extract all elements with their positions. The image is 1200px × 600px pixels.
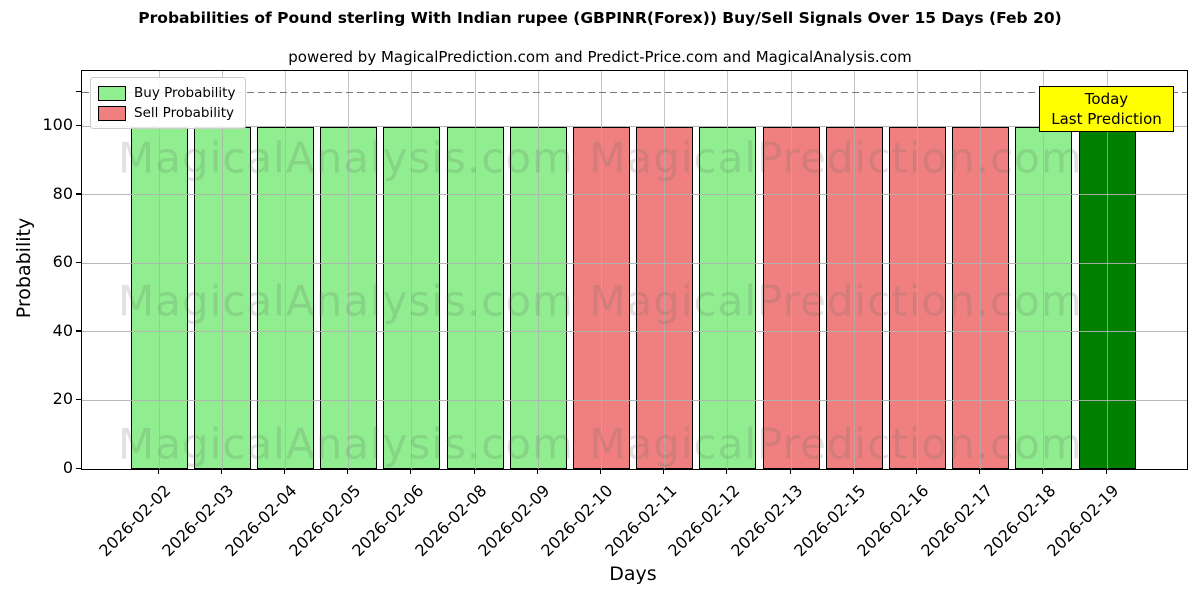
legend-swatch-icon <box>98 105 126 121</box>
y-tick-label: 80 <box>52 183 73 203</box>
y-tick-mark <box>76 124 81 127</box>
dashed-reference-line <box>82 91 1187 94</box>
x-axis-label: Days <box>609 563 657 585</box>
x-tick-mark <box>536 469 538 474</box>
bar-buy-2026-02-03 <box>193 126 251 469</box>
bar-sell-2026-02-11 <box>636 126 694 469</box>
bar-buy-2026-02-05 <box>320 126 378 469</box>
today-annotation: Today Last Prediction <box>1039 86 1174 132</box>
x-tick-mark <box>852 469 854 474</box>
x-tick-mark <box>1105 469 1107 474</box>
bar-sell-2026-02-10 <box>572 126 630 469</box>
x-tick-mark <box>410 469 412 474</box>
y-tick-mark <box>76 261 81 264</box>
x-tick-mark <box>979 469 981 474</box>
plot-area: MagicalAnalysis.com MagicalPrediction.com… <box>81 70 1188 470</box>
x-tick-mark <box>1042 469 1044 474</box>
y-tick-mark <box>76 90 81 92</box>
today-annotation-line: Today <box>1084 90 1129 108</box>
y-tick-label: 0 <box>62 458 73 477</box>
y-axis-label: Probability <box>13 217 35 319</box>
bar-buy-2026-02-09 <box>509 126 567 469</box>
bar-sell-2026-02-16 <box>888 126 946 469</box>
bar-buy-2026-02-02 <box>130 126 188 469</box>
y-tick-label: 40 <box>52 320 73 340</box>
y-tick-mark <box>76 467 81 469</box>
y-tick-label: 100 <box>42 115 73 135</box>
legend: Buy Probability Sell Probability <box>90 77 247 129</box>
x-tick-mark <box>726 469 728 474</box>
bar-buy-2026-02-12 <box>699 126 757 469</box>
chart-subtitle: powered by MagicalPrediction.com and Pre… <box>288 48 912 66</box>
x-tick-mark <box>157 469 159 474</box>
bar-buy-2026-02-06 <box>383 126 441 469</box>
legend-label: Buy Probability <box>134 85 236 101</box>
bar-sell-2026-02-13 <box>762 126 820 469</box>
x-tick-mark <box>789 469 791 474</box>
legend-entry: Sell Probability <box>98 103 235 123</box>
x-tick-mark <box>663 469 665 474</box>
legend-entry: Buy Probability <box>98 83 235 103</box>
legend-label: Sell Probability <box>134 105 235 121</box>
bar-today-2026-02-19 <box>1078 126 1136 469</box>
today-annotation-line: Last Prediction <box>1051 110 1162 128</box>
x-tick-mark <box>347 469 349 474</box>
y-tick-label: 60 <box>52 252 73 272</box>
chart-title: Probabilities of Pound sterling With Ind… <box>138 9 1062 27</box>
legend-swatch-icon <box>98 85 126 101</box>
bar-buy-2026-02-18 <box>1015 126 1073 469</box>
x-tick-mark <box>220 469 222 474</box>
x-tick-mark <box>915 469 918 474</box>
x-tick-mark <box>283 469 286 474</box>
bar-buy-2026-02-04 <box>256 126 314 469</box>
bar-buy-2026-02-08 <box>446 126 504 469</box>
bar-sell-2026-02-17 <box>952 126 1010 469</box>
bar-sell-2026-02-15 <box>825 126 883 469</box>
y-tick-mark <box>76 193 81 195</box>
x-tick-mark <box>473 469 475 474</box>
y-tick-mark <box>76 398 81 401</box>
y-tick-mark <box>76 330 81 332</box>
x-tick-mark <box>599 469 602 474</box>
y-tick-label: 20 <box>52 389 73 409</box>
